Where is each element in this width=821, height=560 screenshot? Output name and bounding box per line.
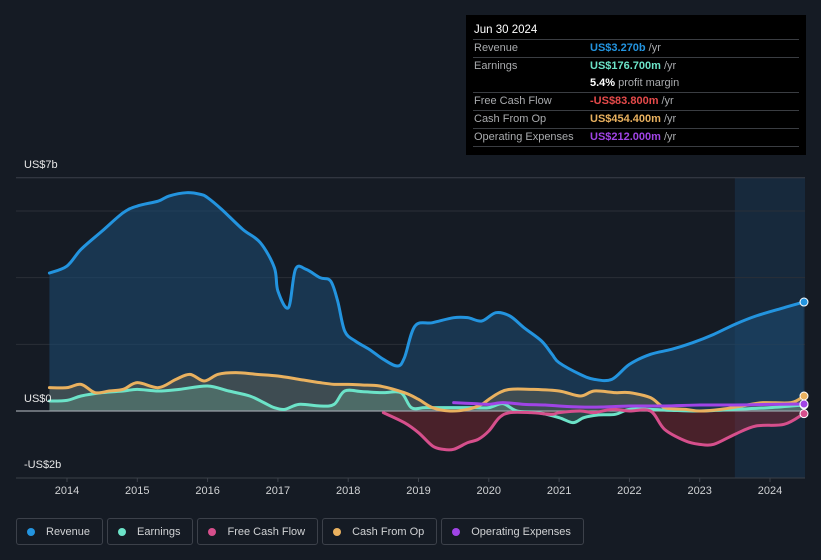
y-tick-label: -US$2b	[24, 459, 62, 471]
tooltip-row: 5.4% profit margin	[473, 75, 799, 92]
tooltip-label	[473, 75, 590, 92]
x-tick-label: 2024	[757, 485, 783, 497]
tooltip-value: US$176.700m	[590, 60, 661, 72]
tooltip-value: -US$83.800m	[590, 95, 659, 107]
legend-dot-icon	[452, 527, 461, 536]
tooltip-label: Operating Expenses	[474, 131, 574, 143]
tooltip-unit: /yr	[663, 113, 677, 125]
free-cash-flow-line	[381, 407, 806, 452]
tooltip-value: 5.4%	[590, 77, 616, 89]
legend-dot-icon	[208, 527, 217, 536]
free-cash-flow-end-marker	[799, 409, 809, 419]
data-tooltip: Jun 30 2024 Revenue US$3.270b/yr Earnings U…	[466, 15, 806, 155]
legend-label: Earnings	[137, 525, 181, 538]
tooltip-value: US$3.270b	[590, 42, 646, 54]
tooltip-unit: /yr	[661, 95, 674, 107]
x-axis	[16, 477, 805, 482]
tooltip-row: Cash From Op US$454.400m/yr	[473, 110, 799, 128]
tooltip-row: Earnings US$176.700m/yr	[473, 57, 799, 75]
tooltip-row: Revenue US$3.270b/yr	[473, 39, 799, 57]
revenue-area	[49, 192, 804, 411]
legend-item-earnings[interactable]: Earnings	[107, 518, 194, 545]
tooltip-row: Operating Expenses US$212.000m/yr	[473, 128, 799, 146]
free-cash-flow-area	[383, 409, 804, 450]
tooltip-unit: /yr	[663, 60, 677, 72]
x-tick-label: 2022	[617, 485, 642, 497]
tooltip-label: Cash From Op	[474, 113, 547, 125]
series-lines	[47, 191, 806, 452]
x-tick-label: 2020	[476, 485, 502, 497]
x-tick-label: 2015	[125, 485, 150, 497]
revenue-line	[47, 191, 806, 383]
operating-expenses-line	[452, 401, 806, 409]
tooltip-label: Earnings	[474, 60, 518, 72]
revenue-end-marker	[799, 297, 809, 307]
y-tick-label: US$7b	[24, 159, 58, 171]
legend-item-free-cash-flow[interactable]: Free Cash Flow	[197, 518, 319, 545]
y-tick-label: US$0	[24, 393, 52, 405]
x-tick-label: 2018	[335, 485, 361, 497]
tooltip-unit: profit margin	[618, 77, 680, 89]
legend-dot-icon	[333, 527, 342, 536]
legend-item-cash-from-op[interactable]: Cash From Op	[322, 518, 438, 545]
tooltip-unit: /yr	[648, 42, 661, 54]
x-tick-label: 2023	[687, 485, 712, 497]
legend-label: Operating Expenses	[471, 525, 571, 538]
chart-legend: Revenue Earnings Free Cash Flow Cash From O…	[16, 518, 584, 545]
legend-dot-icon	[118, 527, 127, 536]
legend-dot-icon	[27, 527, 35, 536]
x-tick-label: 2016	[195, 485, 220, 497]
cash-from-op-area	[49, 372, 804, 412]
tooltip-value: US$454.400m	[590, 113, 661, 125]
x-tick-label: 2017	[265, 485, 291, 497]
tooltip-date: Jun 30 2024	[474, 24, 538, 36]
x-tick-label: 2021	[546, 485, 572, 497]
x-tick-label: 2014	[54, 485, 80, 497]
tooltip-value: US$212.000m	[590, 131, 661, 143]
tooltip-row: Free Cash Flow -US$83.800m/yr	[473, 92, 799, 110]
tooltip-label: Revenue	[474, 42, 519, 54]
end-markers	[799, 297, 809, 419]
tooltip-label: Free Cash Flow	[474, 95, 552, 107]
operating-expenses-end-marker	[799, 399, 809, 409]
series-fills	[49, 192, 804, 450]
x-tick-label: 2019	[406, 485, 431, 497]
cash-from-op-end-marker	[799, 391, 809, 401]
legend-item-revenue[interactable]: Revenue	[16, 518, 104, 545]
legend-label: Revenue	[46, 525, 91, 538]
legend-label: Free Cash Flow	[227, 525, 306, 538]
tooltip-unit: /yr	[663, 131, 677, 143]
legend-item-operating-expenses[interactable]: Operating Expenses	[441, 518, 584, 545]
legend-label: Cash From Op	[352, 525, 425, 538]
